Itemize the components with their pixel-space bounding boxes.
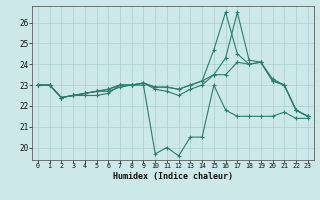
X-axis label: Humidex (Indice chaleur): Humidex (Indice chaleur) (113, 172, 233, 181)
